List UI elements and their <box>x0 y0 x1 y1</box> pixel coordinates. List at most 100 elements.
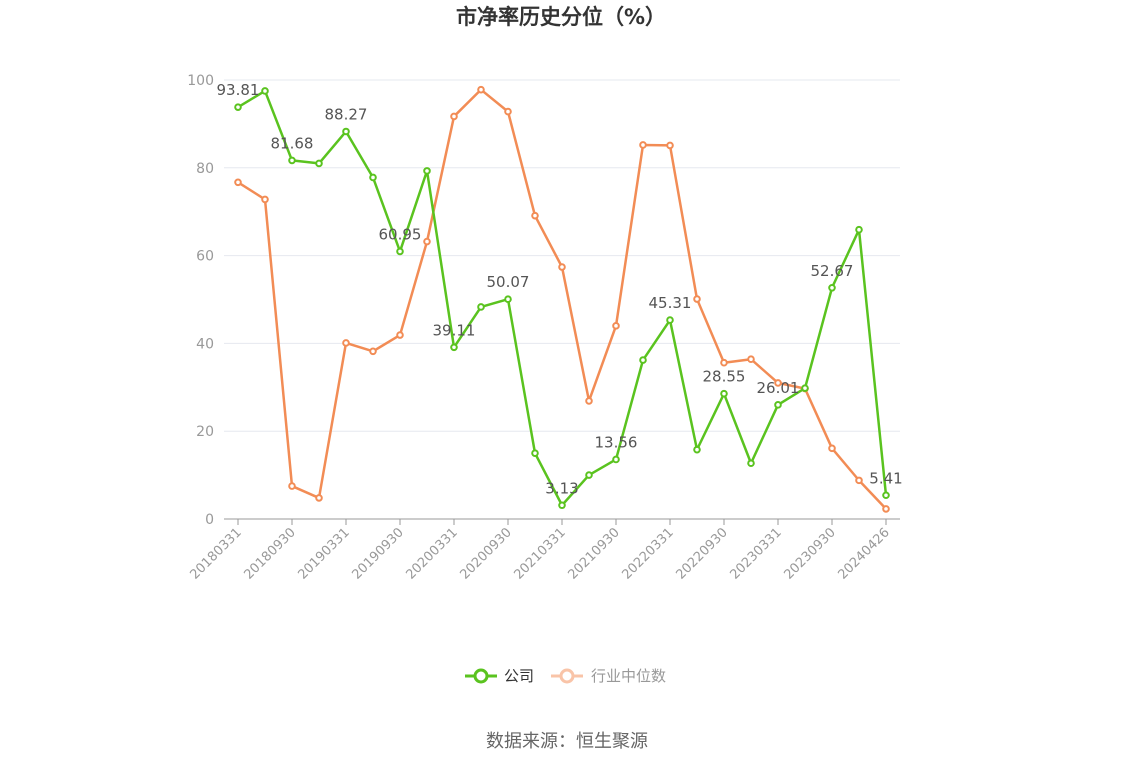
data-label: 88.27 <box>325 105 368 123</box>
data-point <box>720 389 728 398</box>
data-point <box>774 379 782 387</box>
data-label: 26.01 <box>757 379 800 397</box>
data-label: 60.95 <box>379 225 422 243</box>
data-point <box>288 156 296 165</box>
data-point <box>639 356 647 364</box>
data-label: 28.55 <box>703 368 746 386</box>
data-point <box>261 195 269 204</box>
data-point <box>504 295 512 303</box>
legend-industry-label: 行业中位数 <box>591 667 666 685</box>
data-point <box>315 494 323 502</box>
data-point <box>720 358 728 367</box>
data-point <box>558 501 566 510</box>
x-tick-label: 20220331 <box>619 525 676 582</box>
legend-item-industry[interactable]: 行业中位数 <box>551 667 666 685</box>
series-company <box>234 87 890 510</box>
y-axis: 0 20 40 60 80 100 <box>187 73 214 528</box>
x-tick-label: 20200930 <box>457 525 514 582</box>
y-tick-label: 20 <box>196 424 214 440</box>
data-point <box>531 449 539 457</box>
data-point <box>342 339 350 347</box>
data-point <box>828 444 836 453</box>
series-line <box>237 88 887 510</box>
data-point <box>396 331 404 339</box>
data-label: 81.68 <box>271 134 314 152</box>
source-note: 数据来源：恒生聚源 <box>486 731 648 752</box>
data-point <box>747 355 755 364</box>
data-label: 45.31 <box>649 294 692 312</box>
x-tick-label: 20230930 <box>781 525 838 582</box>
data-point <box>504 107 512 116</box>
x-axis: 2018033120180930201903312019093020200331… <box>187 518 900 583</box>
chart-title: 市净率历史分位（%） <box>456 5 666 29</box>
x-tick-label: 20190331 <box>295 525 352 582</box>
y-tick-label: 100 <box>187 73 214 89</box>
x-tick-label: 20210331 <box>511 525 568 582</box>
y-tick-label: 80 <box>196 161 214 177</box>
data-label: 5.41 <box>869 469 902 487</box>
x-tick-label: 20240426 <box>835 525 892 582</box>
data-point <box>423 237 431 246</box>
data-point <box>585 471 593 479</box>
data-label: 50.07 <box>487 273 530 291</box>
x-tick-label: 20190930 <box>349 525 406 582</box>
data-label: 13.56 <box>595 433 638 451</box>
data-point <box>585 397 593 405</box>
data-point <box>612 322 620 330</box>
data-point <box>774 401 782 409</box>
data-point <box>855 476 863 485</box>
legend[interactable]: 公司 行业中位数 <box>465 667 666 685</box>
series-industry <box>234 85 890 513</box>
data-point <box>450 343 458 352</box>
data-point <box>261 87 269 95</box>
data-point <box>288 482 296 490</box>
data-label: 39.11 <box>433 321 476 339</box>
data-labels: 93.81 81.68 88.27 60.95 39.11 50.07 3.13 13.56 4… <box>217 81 903 497</box>
data-point <box>693 295 701 303</box>
data-point <box>882 505 890 513</box>
data-point <box>612 455 620 464</box>
x-tick-label: 20220930 <box>673 525 730 582</box>
data-point <box>234 103 242 111</box>
data-point <box>477 303 485 311</box>
data-point <box>423 167 431 175</box>
legend-item-company[interactable]: 公司 <box>465 667 534 685</box>
data-point <box>342 127 350 136</box>
y-tick-label: 0 <box>205 512 214 528</box>
x-tick-label: 20210930 <box>565 525 622 582</box>
series-line <box>237 89 888 507</box>
data-point <box>855 225 863 234</box>
data-label: 3.13 <box>545 479 578 497</box>
data-point <box>369 347 377 356</box>
data-point <box>882 491 890 500</box>
y-tick-label: 60 <box>196 249 214 265</box>
data-point <box>369 173 377 182</box>
data-point <box>666 141 674 150</box>
legend-company-label: 公司 <box>504 667 534 685</box>
data-point <box>558 263 566 271</box>
data-point <box>639 141 647 149</box>
grid <box>224 79 900 432</box>
x-tick-label: 20230331 <box>727 525 784 582</box>
data-point <box>747 459 755 468</box>
data-point <box>234 178 242 187</box>
data-point <box>531 211 539 220</box>
x-tick-label: 20180331 <box>187 525 244 582</box>
legend-industry-marker <box>559 668 575 684</box>
data-point <box>396 247 404 256</box>
x-tick-label: 20180930 <box>241 525 298 582</box>
legend-company-marker <box>473 668 489 684</box>
x-tick-label: 20200331 <box>403 525 460 582</box>
data-point <box>450 112 458 121</box>
y-tick-label: 40 <box>196 336 214 352</box>
data-label: 52.67 <box>811 262 854 280</box>
data-point <box>801 384 809 392</box>
data-point <box>477 85 485 94</box>
series-layer <box>234 85 890 513</box>
data-point <box>315 159 323 168</box>
data-point <box>828 283 836 292</box>
data-point <box>693 445 701 454</box>
data-point <box>666 316 674 324</box>
data-label: 93.81 <box>217 81 260 99</box>
